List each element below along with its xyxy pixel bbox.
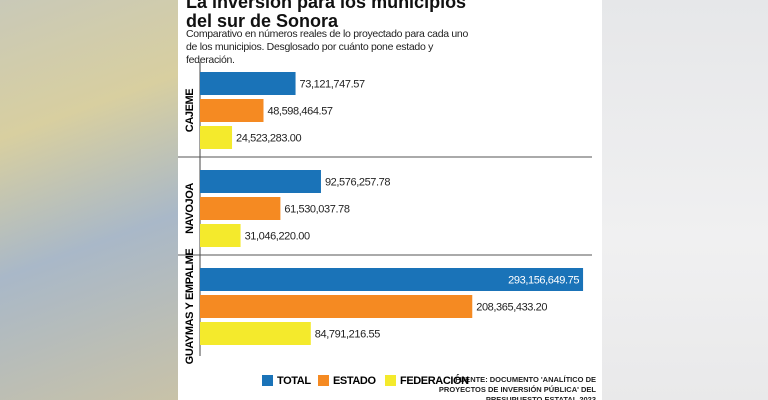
bar xyxy=(200,268,584,291)
value-label: 293,156,649.75 xyxy=(508,274,579,286)
background-right xyxy=(602,0,768,400)
chart: CAJEME 73,121,747.57 48,598,464.57 24,523,2… xyxy=(178,62,592,387)
category-label: CAJEME xyxy=(184,89,196,133)
legend-swatch xyxy=(385,375,396,386)
value-label: 31,046,220.00 xyxy=(245,230,310,242)
value-label: 24,523,283.00 xyxy=(236,132,301,144)
bar xyxy=(200,322,311,345)
background-left xyxy=(0,0,178,400)
legend-label: TOTAL xyxy=(277,375,311,387)
value-label: 48,598,464.57 xyxy=(268,105,333,117)
legend-swatch xyxy=(262,375,273,386)
category-label: GUAYMAS Y EMPALME xyxy=(184,249,196,365)
chart-title: La inversión para los municipios del sur… xyxy=(186,0,467,31)
value-label: 84,791,216.55 xyxy=(315,328,380,340)
chart-subtitle: Comparativo en números reales de lo proy… xyxy=(186,28,469,66)
source-note: FUENTE: DOCUMENTO 'ANALÍTICO DE PROYECTO… xyxy=(438,375,596,400)
category-label: NAVOJOA xyxy=(184,183,196,234)
value-label: 208,365,433.20 xyxy=(476,301,547,313)
bar xyxy=(200,224,241,247)
value-label: 73,121,747.57 xyxy=(300,78,365,90)
bar xyxy=(200,295,473,318)
bar xyxy=(200,72,296,95)
bar xyxy=(200,99,264,122)
infographic: La inversión para los municipios del sur… xyxy=(178,0,602,400)
legend-label: ESTADO xyxy=(333,375,376,387)
value-label: 92,576,257.78 xyxy=(325,176,390,188)
legend-swatch xyxy=(318,375,329,386)
legend-label: FEDERACIÓN xyxy=(400,374,469,387)
bar xyxy=(200,170,321,193)
bar xyxy=(200,197,281,220)
value-label: 61,530,037.78 xyxy=(284,203,349,215)
bar xyxy=(200,126,233,149)
